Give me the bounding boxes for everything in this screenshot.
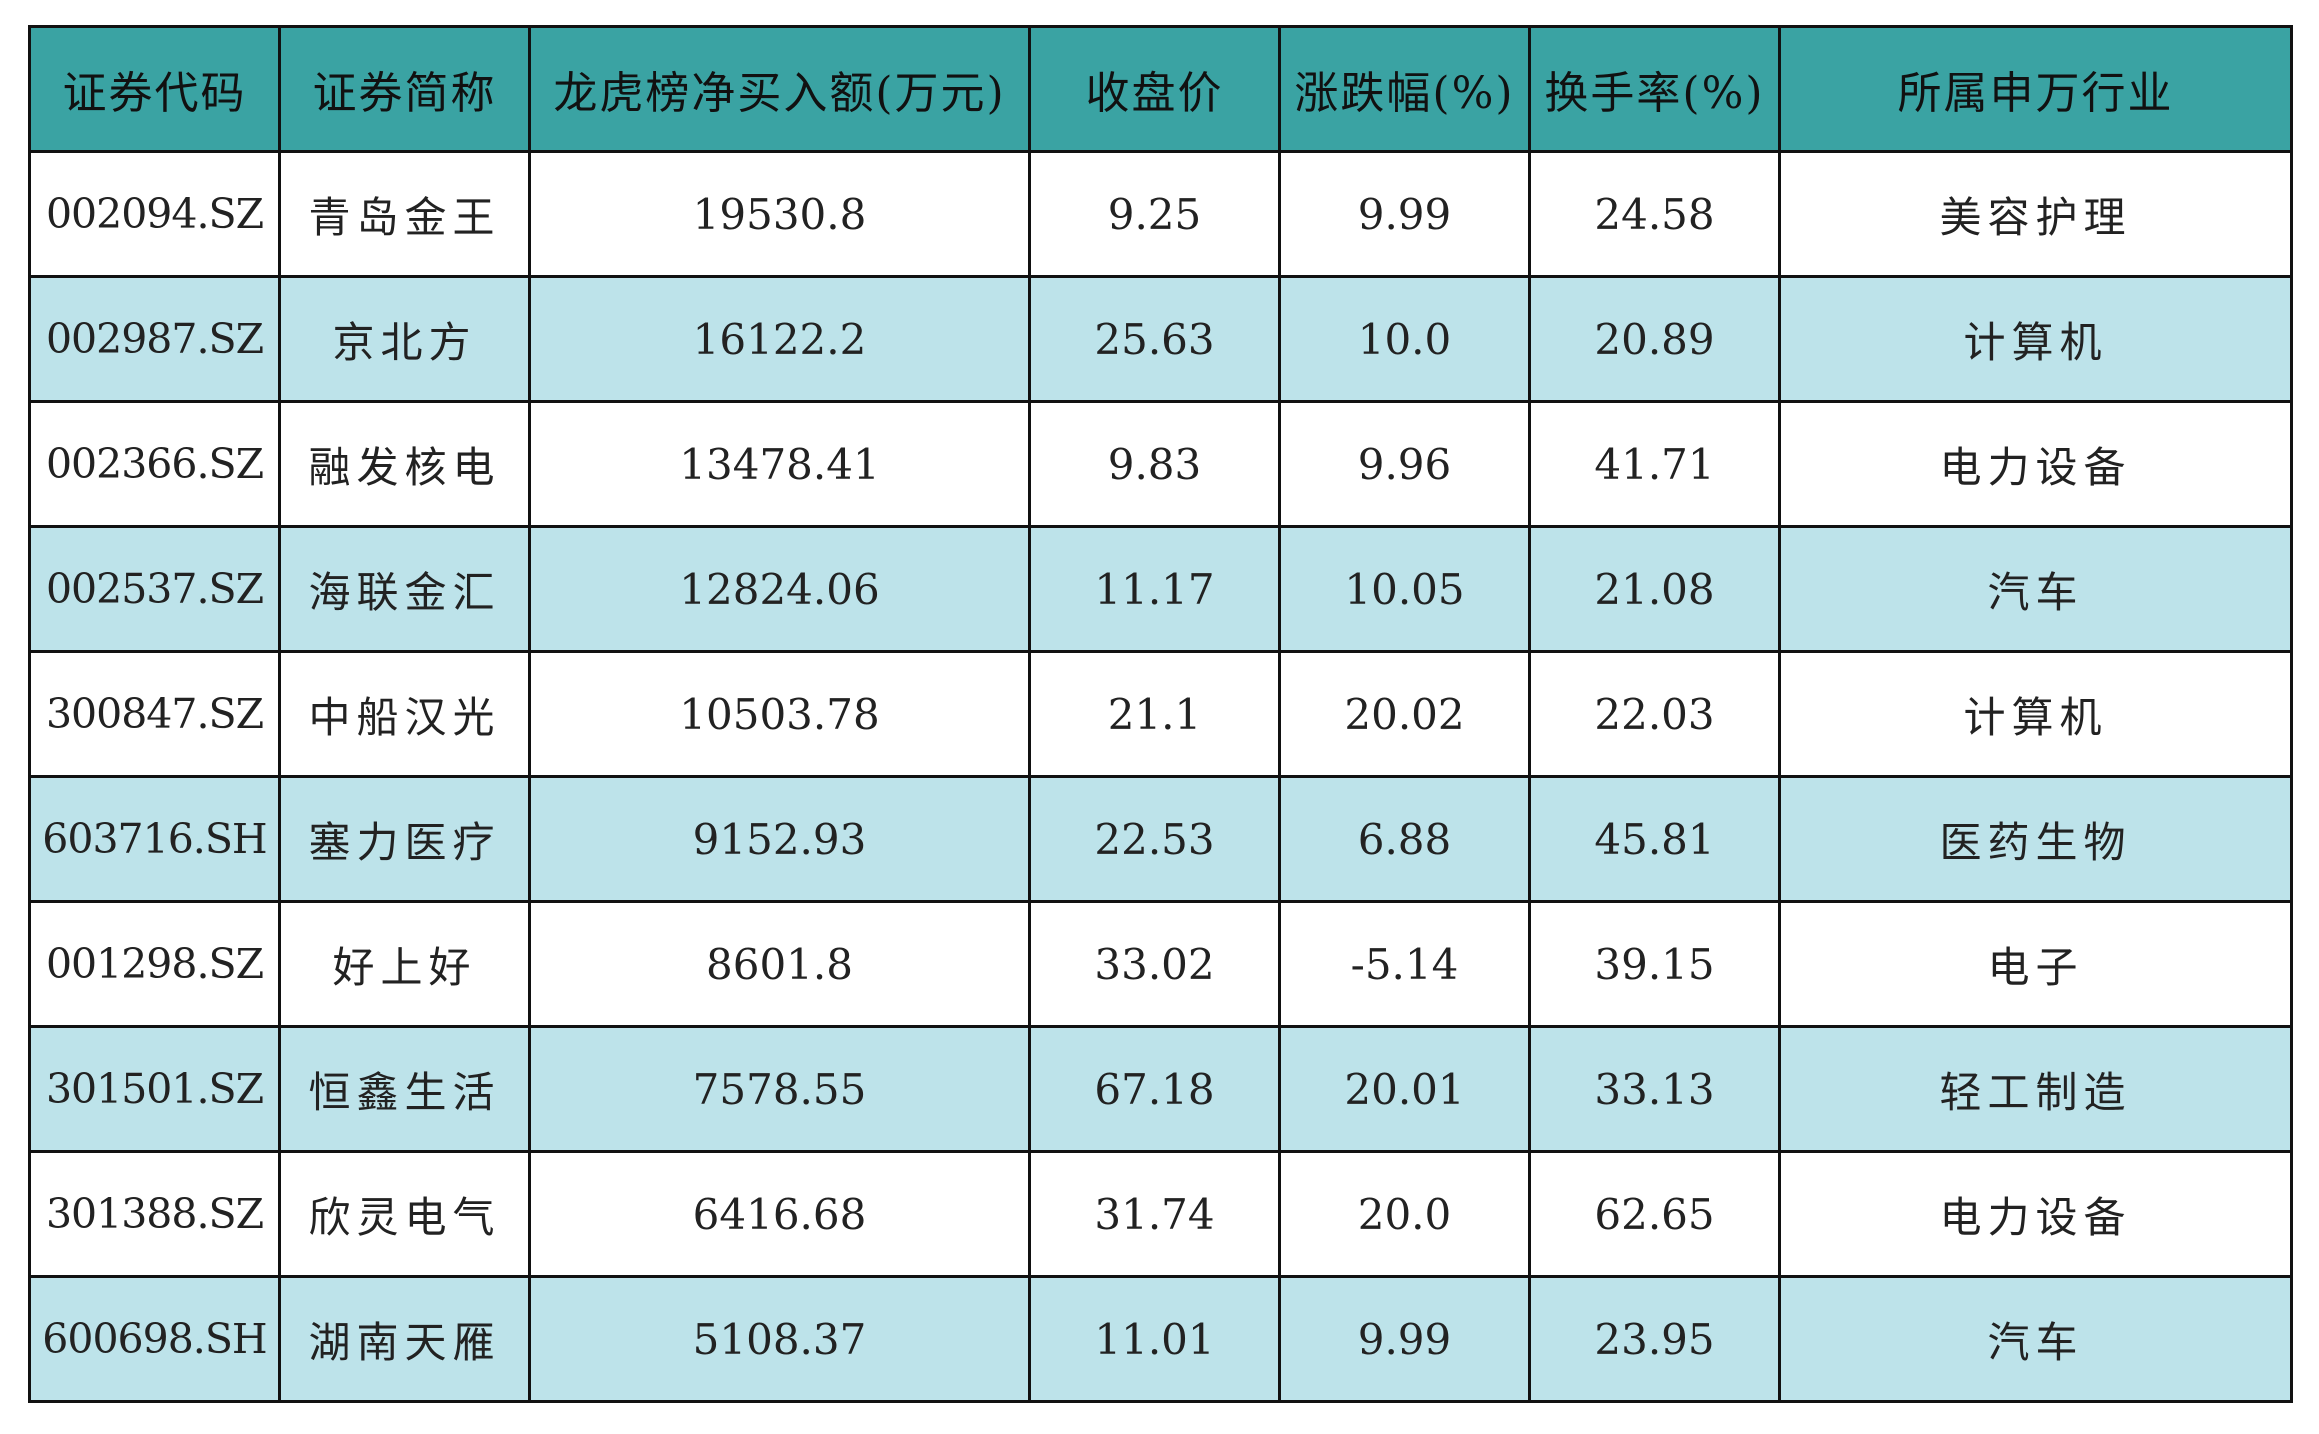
cell-security-name: 欣灵电气 <box>278 1150 531 1278</box>
cell-security-code: 002366.SZ <box>28 400 281 528</box>
cell-close-price: 9.25 <box>1028 150 1281 278</box>
cell-close-price: 11.01 <box>1028 1275 1281 1403</box>
table-row: 603716.SH 塞力医疗 9152.93 22.53 6.88 45.81 医药生物 <box>28 775 2293 903</box>
cell-industry: 汽车 <box>1778 1275 2293 1403</box>
cell-turnover-rate: 62.65 <box>1528 1150 1781 1278</box>
cell-security-name: 中船汉光 <box>278 650 531 778</box>
cell-change-pct: 6.88 <box>1278 775 1531 903</box>
cell-turnover-rate: 41.71 <box>1528 400 1781 528</box>
table-row: 300847.SZ 中船汉光 10503.78 21.1 20.02 22.03 计算机 <box>28 650 2293 778</box>
cell-turnover-rate: 20.89 <box>1528 275 1781 403</box>
cell-industry: 医药生物 <box>1778 775 2293 903</box>
cell-security-code: 603716.SH <box>28 775 281 903</box>
header-turnover-rate: 换手率(%) <box>1528 25 1781 153</box>
cell-close-price: 67.18 <box>1028 1025 1281 1153</box>
cell-net-buy-amount: 19530.8 <box>528 150 1031 278</box>
cell-change-pct: 9.96 <box>1278 400 1531 528</box>
cell-turnover-rate: 23.95 <box>1528 1275 1781 1403</box>
cell-close-price: 9.83 <box>1028 400 1281 528</box>
table-body: 002094.SZ 青岛金王 19530.8 9.25 9.99 24.58 美容护理 002… <box>28 150 2293 1403</box>
table-row: 002366.SZ 融发核电 13478.41 9.83 9.96 41.71 电力设备 <box>28 400 2293 528</box>
cell-net-buy-amount: 5108.37 <box>528 1275 1031 1403</box>
table-row: 002537.SZ 海联金汇 12824.06 11.17 10.05 21.08 汽车 <box>28 525 2293 653</box>
cell-close-price: 33.02 <box>1028 900 1281 1028</box>
cell-net-buy-amount: 9152.93 <box>528 775 1031 903</box>
cell-industry: 汽车 <box>1778 525 2293 653</box>
cell-security-name: 湖南天雁 <box>278 1275 531 1403</box>
header-security-name: 证券简称 <box>278 25 531 153</box>
cell-net-buy-amount: 8601.8 <box>528 900 1031 1028</box>
table-row: 600698.SH 湖南天雁 5108.37 11.01 9.99 23.95 汽车 <box>28 1275 2293 1403</box>
dragon-tiger-list-table: 证券代码 证券简称 龙虎榜净买入额(万元) 收盘价 涨跌幅(%) 换手率(%) … <box>28 25 2293 1403</box>
cell-change-pct: -5.14 <box>1278 900 1531 1028</box>
cell-industry: 计算机 <box>1778 650 2293 778</box>
cell-security-name: 恒鑫生活 <box>278 1025 531 1153</box>
cell-security-name: 青岛金王 <box>278 150 531 278</box>
cell-turnover-rate: 24.58 <box>1528 150 1781 278</box>
cell-change-pct: 20.02 <box>1278 650 1531 778</box>
header-close-price: 收盘价 <box>1028 25 1281 153</box>
cell-industry: 电力设备 <box>1778 400 2293 528</box>
table-row: 301501.SZ 恒鑫生活 7578.55 67.18 20.01 33.13 轻工制造 <box>28 1025 2293 1153</box>
cell-net-buy-amount: 6416.68 <box>528 1150 1031 1278</box>
cell-security-code: 002987.SZ <box>28 275 281 403</box>
cell-industry: 电子 <box>1778 900 2293 1028</box>
cell-turnover-rate: 45.81 <box>1528 775 1781 903</box>
cell-change-pct: 20.01 <box>1278 1025 1531 1153</box>
cell-security-code: 002094.SZ <box>28 150 281 278</box>
cell-industry: 轻工制造 <box>1778 1025 2293 1153</box>
cell-change-pct: 9.99 <box>1278 1275 1531 1403</box>
cell-net-buy-amount: 13478.41 <box>528 400 1031 528</box>
cell-turnover-rate: 39.15 <box>1528 900 1781 1028</box>
table-row: 002987.SZ 京北方 16122.2 25.63 10.0 20.89 计算机 <box>28 275 2293 403</box>
cell-net-buy-amount: 16122.2 <box>528 275 1031 403</box>
cell-security-code: 002537.SZ <box>28 525 281 653</box>
cell-industry: 美容护理 <box>1778 150 2293 278</box>
cell-turnover-rate: 22.03 <box>1528 650 1781 778</box>
cell-change-pct: 20.0 <box>1278 1150 1531 1278</box>
dragon-tiger-list-table-container: 证券代码 证券简称 龙虎榜净买入额(万元) 收盘价 涨跌幅(%) 换手率(%) … <box>28 25 2293 1403</box>
cell-security-code: 600698.SH <box>28 1275 281 1403</box>
cell-close-price: 11.17 <box>1028 525 1281 653</box>
table-row: 002094.SZ 青岛金王 19530.8 9.25 9.99 24.58 美容护理 <box>28 150 2293 278</box>
cell-industry: 电力设备 <box>1778 1150 2293 1278</box>
cell-net-buy-amount: 12824.06 <box>528 525 1031 653</box>
header-security-code: 证券代码 <box>28 25 281 153</box>
header-change-pct: 涨跌幅(%) <box>1278 25 1531 153</box>
cell-security-name: 海联金汇 <box>278 525 531 653</box>
cell-change-pct: 10.0 <box>1278 275 1531 403</box>
cell-close-price: 31.74 <box>1028 1150 1281 1278</box>
cell-change-pct: 9.99 <box>1278 150 1531 278</box>
table-row: 001298.SZ 好上好 8601.8 33.02 -5.14 39.15 电子 <box>28 900 2293 1028</box>
cell-net-buy-amount: 7578.55 <box>528 1025 1031 1153</box>
table-header-row: 证券代码 证券简称 龙虎榜净买入额(万元) 收盘价 涨跌幅(%) 换手率(%) … <box>28 25 2293 153</box>
cell-close-price: 22.53 <box>1028 775 1281 903</box>
cell-close-price: 21.1 <box>1028 650 1281 778</box>
cell-security-name: 塞力医疗 <box>278 775 531 903</box>
cell-security-name: 好上好 <box>278 900 531 1028</box>
table-row: 301388.SZ 欣灵电气 6416.68 31.74 20.0 62.65 电力设备 <box>28 1150 2293 1278</box>
cell-security-code: 301501.SZ <box>28 1025 281 1153</box>
cell-net-buy-amount: 10503.78 <box>528 650 1031 778</box>
cell-security-code: 301388.SZ <box>28 1150 281 1278</box>
header-net-buy-amount: 龙虎榜净买入额(万元) <box>528 25 1031 153</box>
cell-security-name: 融发核电 <box>278 400 531 528</box>
cell-close-price: 25.63 <box>1028 275 1281 403</box>
cell-security-name: 京北方 <box>278 275 531 403</box>
cell-security-code: 300847.SZ <box>28 650 281 778</box>
header-industry: 所属申万行业 <box>1778 25 2293 153</box>
cell-turnover-rate: 21.08 <box>1528 525 1781 653</box>
cell-turnover-rate: 33.13 <box>1528 1025 1781 1153</box>
cell-industry: 计算机 <box>1778 275 2293 403</box>
cell-security-code: 001298.SZ <box>28 900 281 1028</box>
cell-change-pct: 10.05 <box>1278 525 1531 653</box>
